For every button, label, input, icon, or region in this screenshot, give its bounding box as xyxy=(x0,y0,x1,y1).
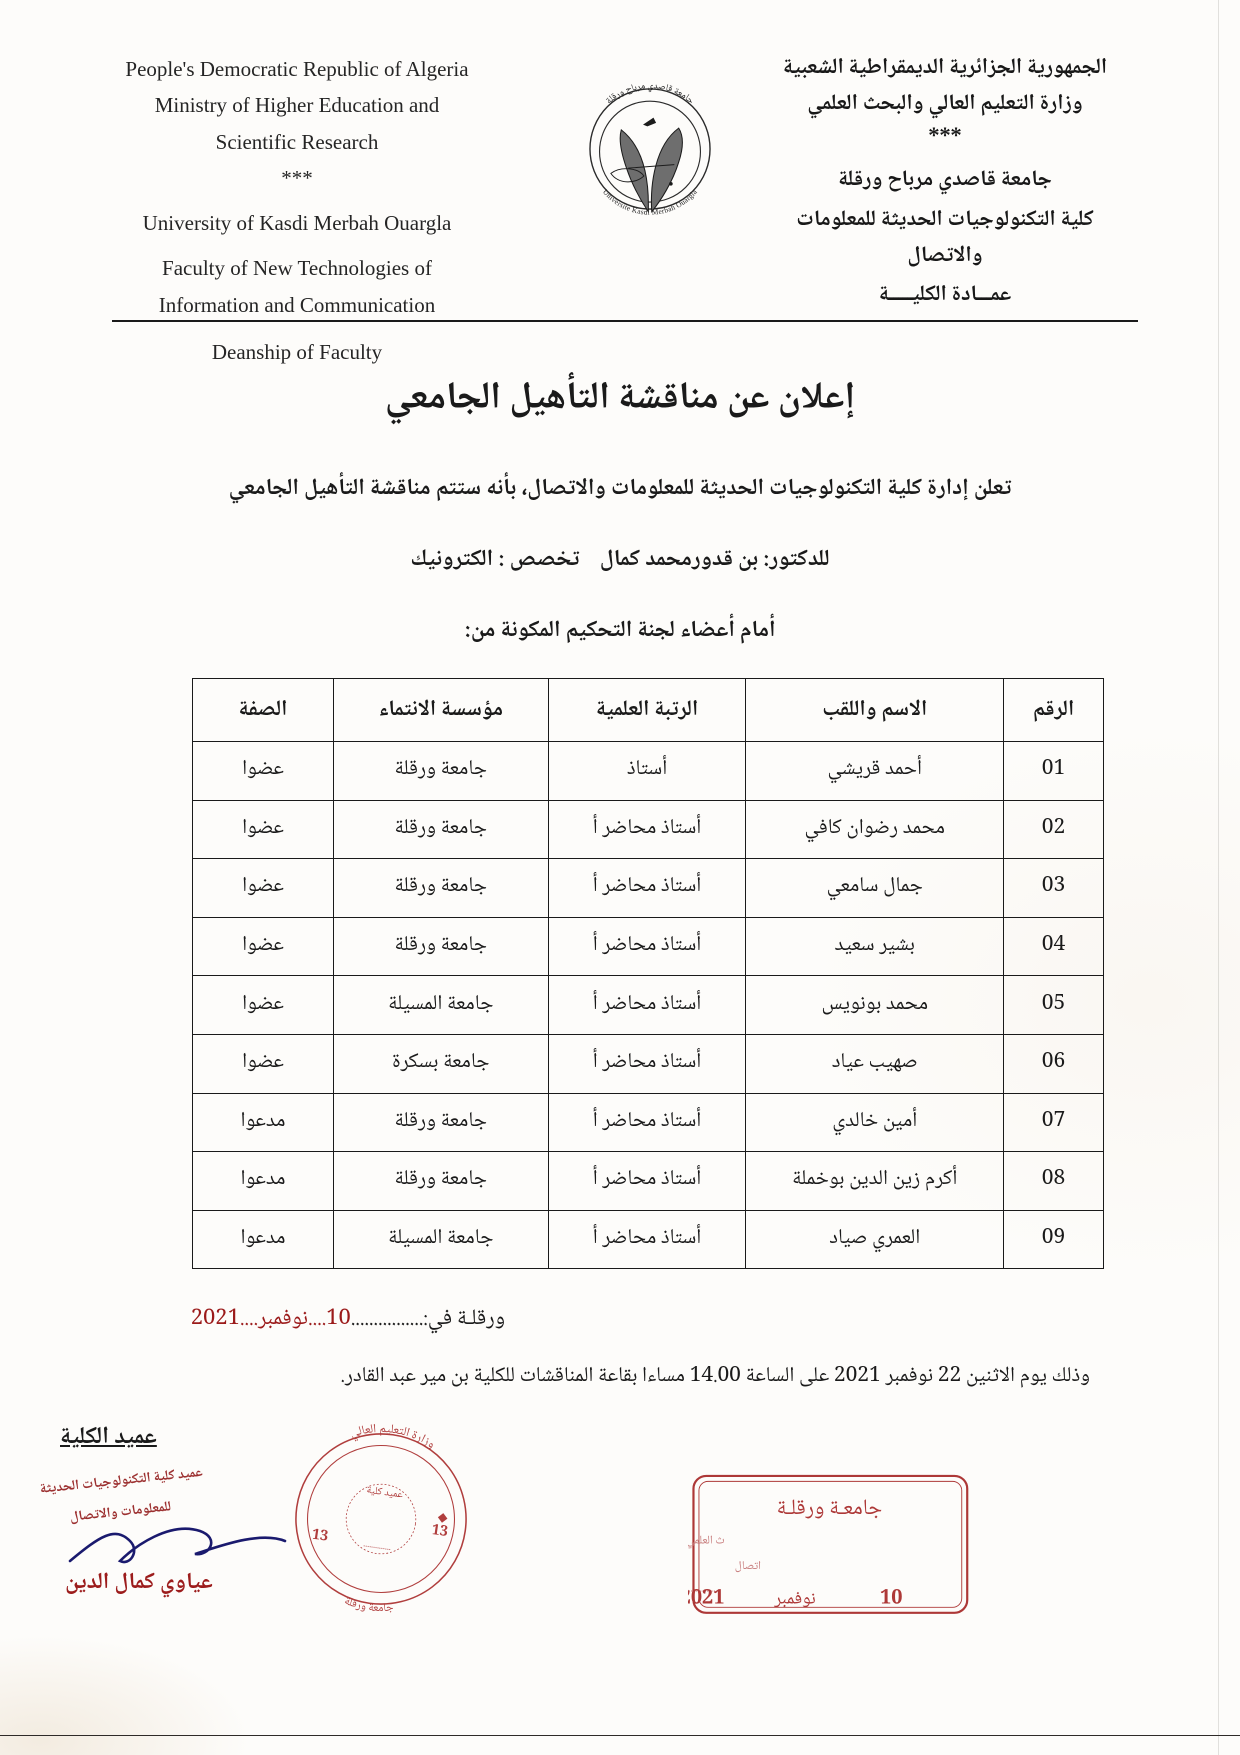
svg-text:جامعة قاصدي مرباح ورقلة: جامعة قاصدي مرباح ورقلة xyxy=(602,78,698,109)
svg-text:جامعـة ورقلـة: جامعـة ورقلـة xyxy=(777,1491,883,1528)
svg-text:13: 13 xyxy=(310,1523,330,1550)
svg-text:وزارة التعليم العالي: وزارة التعليم العالي xyxy=(345,1414,440,1457)
svg-text:اتصال: اتصال xyxy=(735,1557,761,1577)
svg-text:ث العلمي: ث العلمي xyxy=(688,1532,725,1552)
svg-text:10: 10 xyxy=(880,1582,902,1617)
svg-text:2021: 2021 xyxy=(688,1582,725,1617)
svg-text:نوفمبر: نوفمبر xyxy=(773,1585,815,1616)
svg-text:جامعة ورقلة: جامعة ورقلة xyxy=(340,1591,398,1622)
svg-text:13: 13 xyxy=(430,1519,450,1546)
